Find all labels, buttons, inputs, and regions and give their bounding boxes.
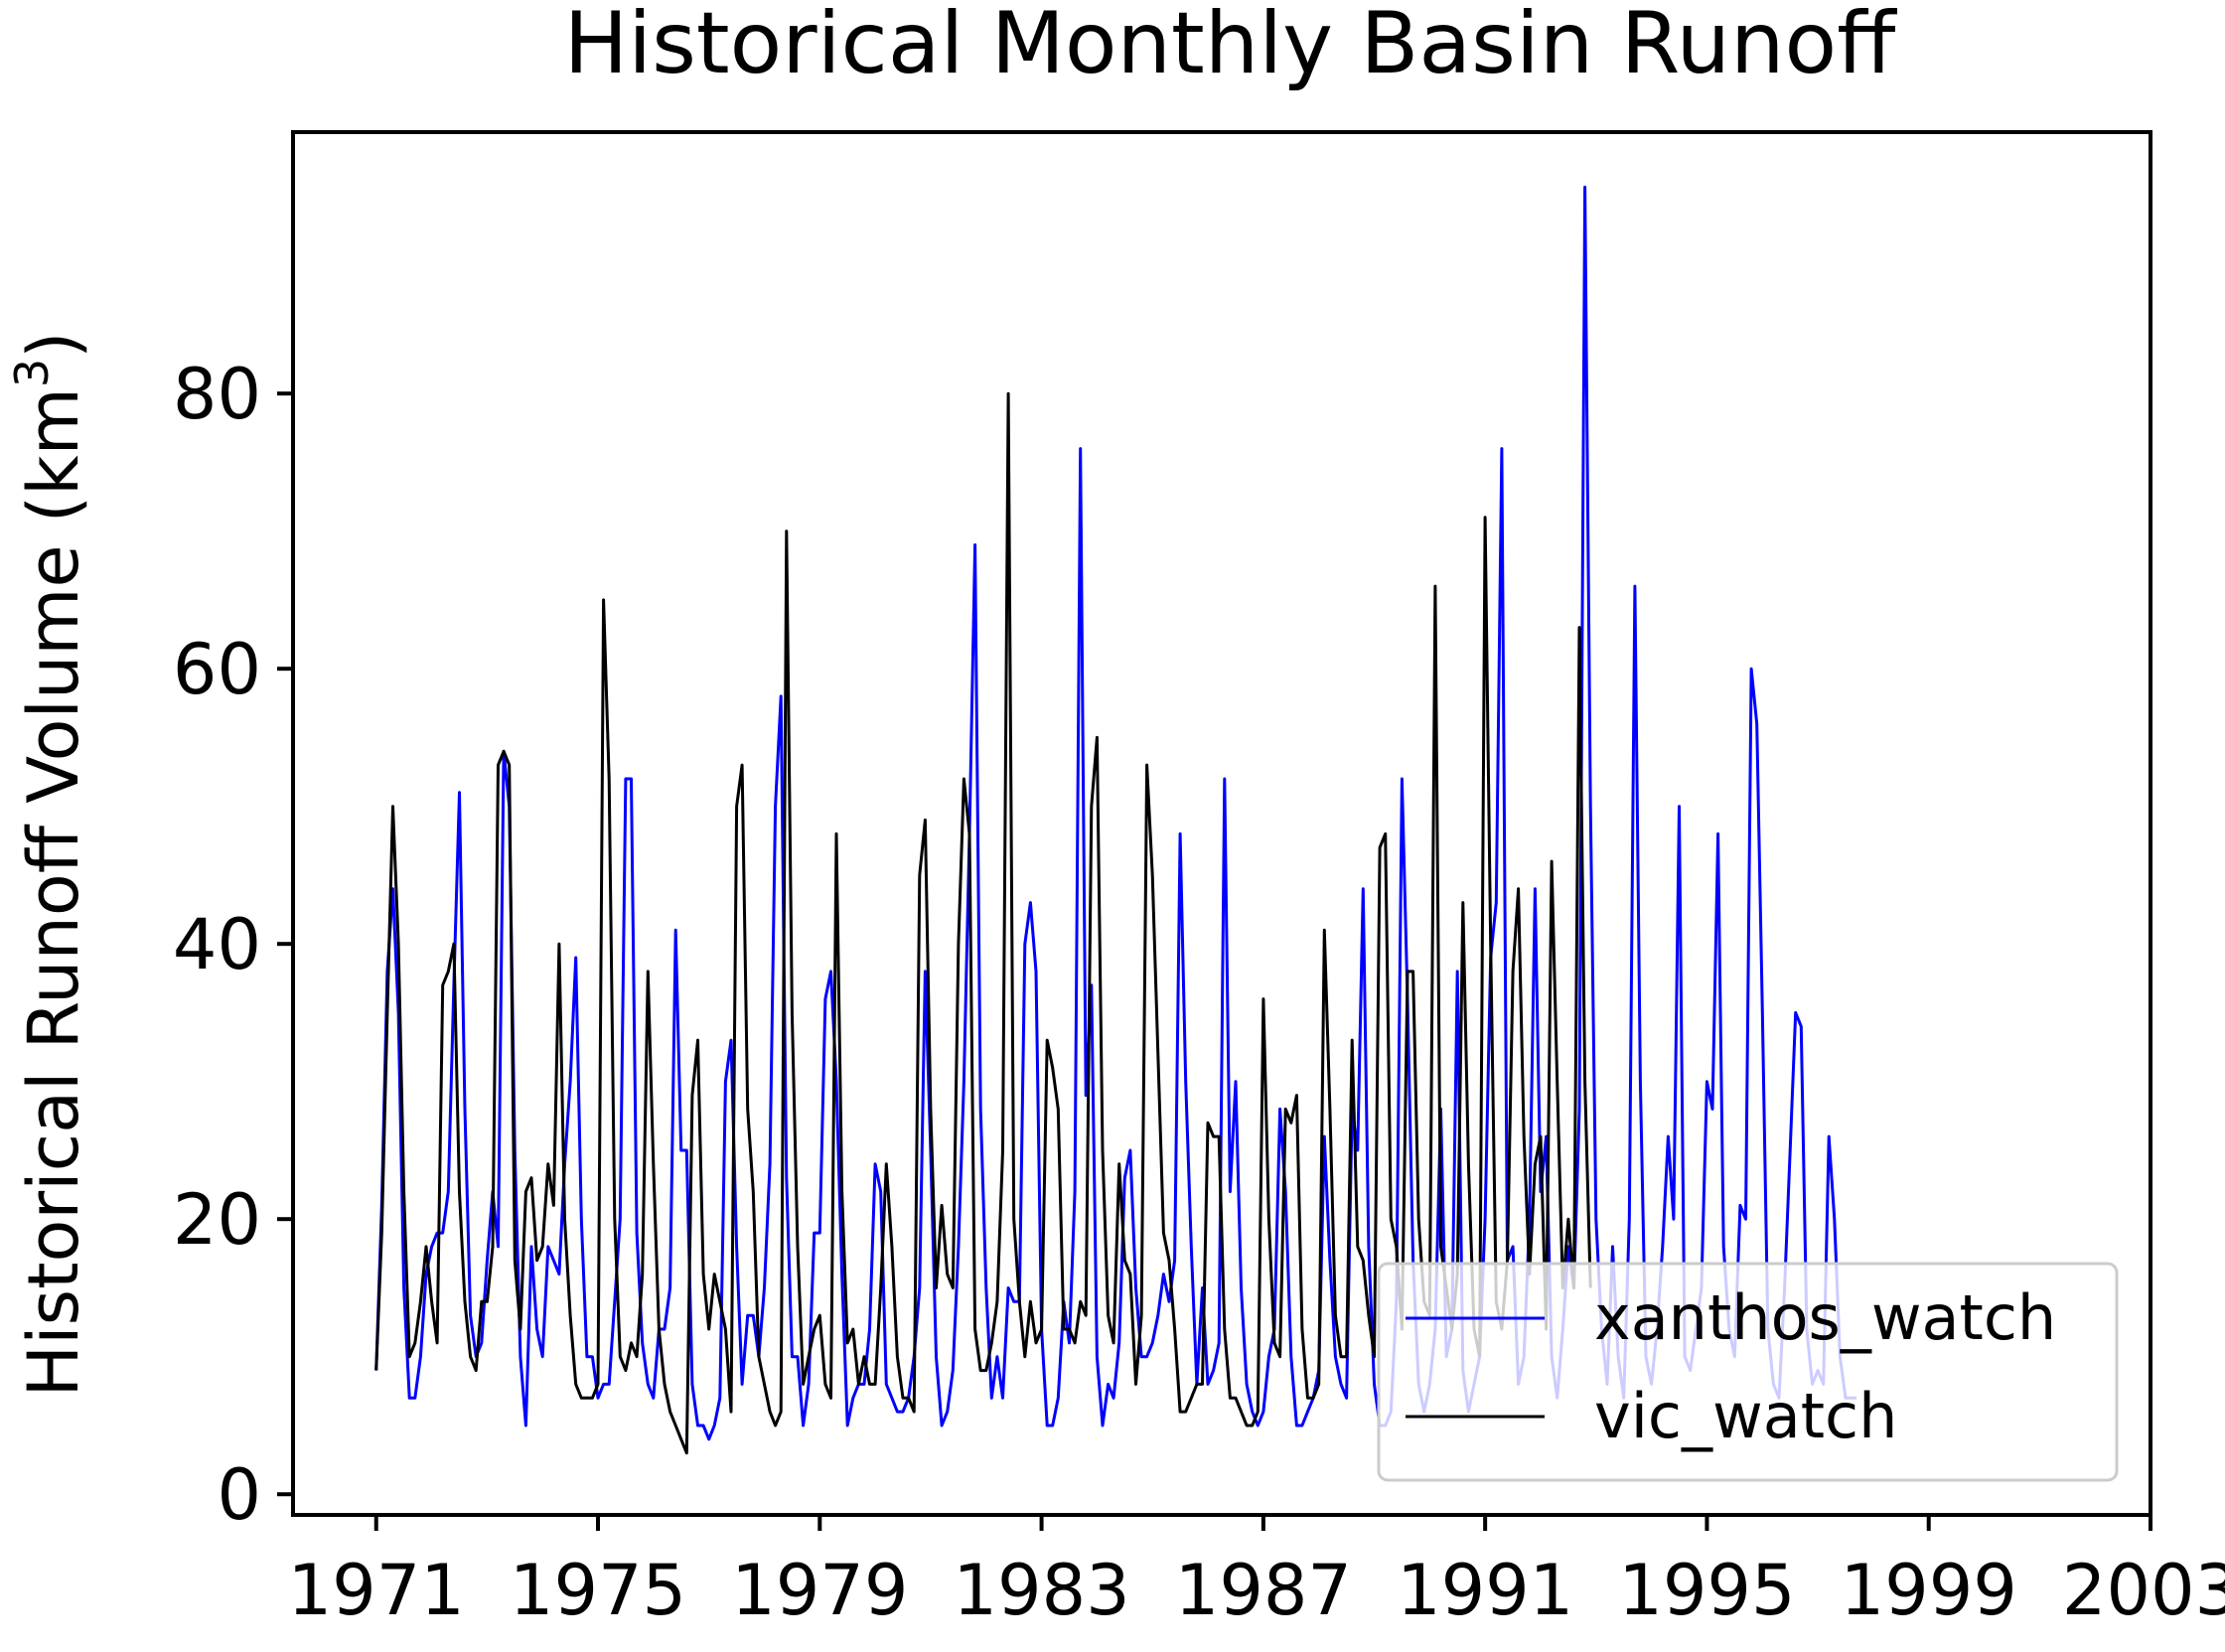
x-tick-label-1983: 1983: [954, 1550, 1130, 1631]
x-tick-label-1975: 1975: [510, 1550, 686, 1631]
chart-title: Historical Monthly Basin Runoff: [564, 0, 1898, 93]
x-tick-label-1999: 1999: [1841, 1550, 2017, 1631]
y-axis-label-superscript: 3: [5, 359, 59, 387]
x-tick-label-1979: 1979: [731, 1550, 908, 1631]
x-axis: 1971 1975 1979 1983 1987 1991 1995 1999 2003: [288, 1515, 2225, 1631]
x-tick-label-1971: 1971: [288, 1550, 465, 1631]
legend-box: [1377, 1262, 2119, 1482]
y-tick-label-80: 80: [173, 354, 261, 435]
legend-label-vic-watch: vic_watch: [1594, 1380, 1897, 1452]
y-tick-label-20: 20: [173, 1179, 261, 1261]
y-tick-label-60: 60: [173, 629, 261, 710]
x-tick-label-1995: 1995: [1618, 1550, 1795, 1631]
plot-frame: [291, 130, 2152, 1517]
y-axis-label-main: Historical Runoff Volume (km: [13, 387, 94, 1397]
x-tick-label-2003: 2003: [2062, 1550, 2225, 1631]
y-tick-label-0: 0: [217, 1454, 261, 1536]
y-axis-label: Historical Runoff Volume (km3): [5, 332, 94, 1398]
series-line-vic-watch: [374, 391, 1592, 1455]
y-axis-label-suffix: ): [13, 332, 94, 359]
legend: xanthos_watch vic_watch: [1377, 1262, 2119, 1482]
x-tick-label-1991: 1991: [1397, 1550, 1573, 1631]
legend-label-xanthos-watch: xanthos_watch: [1594, 1281, 2056, 1354]
y-axis: 0 20 40 60 80: [173, 354, 293, 1536]
y-tick-label-40: 40: [173, 904, 261, 985]
x-tick-label-1987: 1987: [1175, 1550, 1352, 1631]
